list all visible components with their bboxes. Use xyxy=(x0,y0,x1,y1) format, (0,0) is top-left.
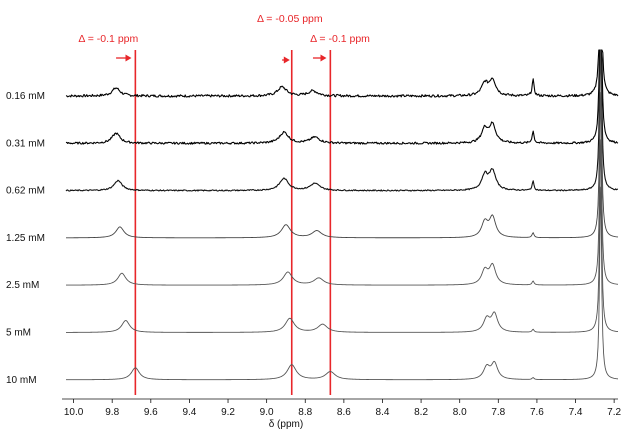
shift-arrow-head xyxy=(320,54,327,62)
x-tick-label: 9.2 xyxy=(221,407,235,418)
concentration-labels: 0.16 mM 0.31 mM 0.62 mM 1.25 mM 2.5 mM 5 mM 10… xyxy=(6,91,45,386)
x-axis: 10.0 9.8 9.6 9.4 9.2 9.0 8.8 8.6 8.4 8.2 8.0 7.8 7.6… xyxy=(62,398,622,430)
spectrum-line xyxy=(65,49,619,192)
x-tick-label: 10.0 xyxy=(64,407,84,418)
x-tick-label: 9.0 xyxy=(260,407,274,418)
shift-annotation-label: Δ = -0.1 ppm xyxy=(310,33,370,45)
series-label: 5 mM xyxy=(6,328,31,339)
x-tick-label: 8.2 xyxy=(414,407,428,418)
x-tick-label: 8.0 xyxy=(453,407,467,418)
shift-arrow-head xyxy=(125,54,132,62)
shift-annotation-label: Δ = -0.1 ppm xyxy=(78,33,138,45)
spectrum-line xyxy=(65,49,619,239)
series-label: 2.5 mM xyxy=(6,280,39,291)
reference-lines xyxy=(134,50,332,395)
spectrum-line xyxy=(65,139,619,333)
x-axis-ticks: 10.0 9.8 9.6 9.4 9.2 9.0 8.8 8.6 8.4 8.2 8.0 7.8 7.6… xyxy=(64,399,622,418)
series-label: 0.31 mM xyxy=(6,138,45,149)
x-tick-label: 9.6 xyxy=(144,407,158,418)
x-tick-label: 8.8 xyxy=(298,407,312,418)
shift-annotation-label: Δ = -0.05 ppm xyxy=(257,13,323,25)
x-tick-label: 8.4 xyxy=(376,407,390,418)
x-tick-label: 7.8 xyxy=(491,407,505,418)
spectrum-line xyxy=(65,49,619,98)
x-tick-label: 9.4 xyxy=(182,407,196,418)
spectra-series xyxy=(65,49,619,381)
x-axis-title: δ (ppm) xyxy=(269,419,303,430)
shift-arrow-head xyxy=(283,56,290,64)
shift-annotations: Δ = -0.1 ppm Δ = -0.05 ppm Δ = -0.1 ppm xyxy=(78,13,370,64)
series-label: 0.62 mM xyxy=(6,186,45,197)
x-tick-label: 8.6 xyxy=(337,407,351,418)
x-tick-label: 9.8 xyxy=(105,407,119,418)
x-tick-label: 7.4 xyxy=(569,407,583,418)
x-tick-label: 7.2 xyxy=(607,407,621,418)
spectrum-line xyxy=(65,91,619,286)
x-tick-label: 7.6 xyxy=(530,407,544,418)
spectrum-line xyxy=(65,49,619,145)
spectrum-line xyxy=(66,186,619,381)
series-label: 1.25 mM xyxy=(6,233,45,244)
series-label: 0.16 mM xyxy=(6,91,45,102)
series-label: 10 mM xyxy=(6,375,37,386)
